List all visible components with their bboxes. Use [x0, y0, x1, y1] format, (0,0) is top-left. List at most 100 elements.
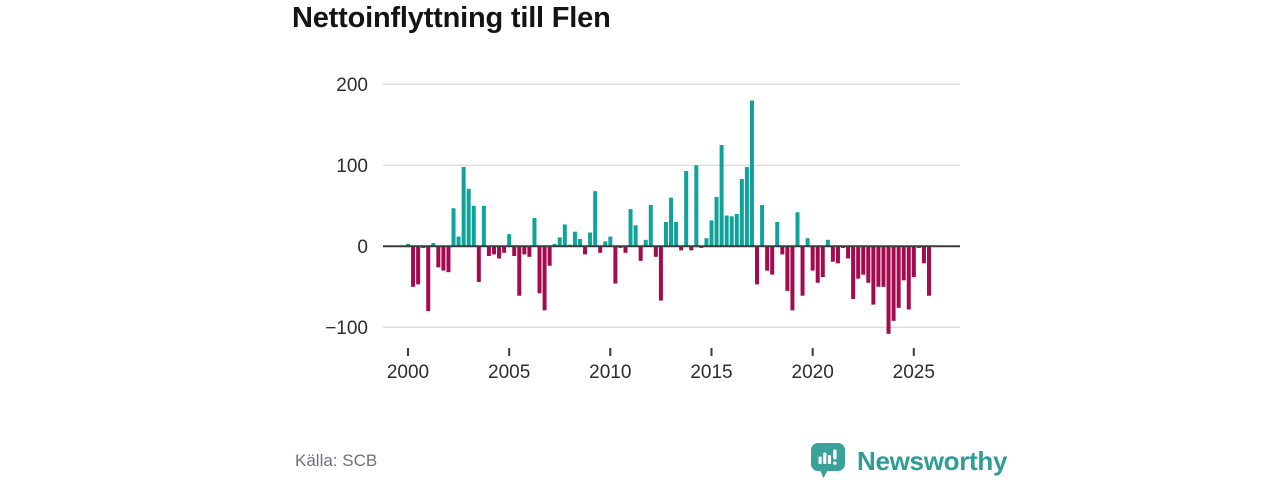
bar	[532, 217, 537, 247]
bar	[694, 165, 699, 247]
bar	[572, 231, 577, 247]
bar	[406, 243, 410, 247]
bar	[755, 246, 760, 285]
axes-group: 200 100 0 −100 2000 2005 2010 2015 2020 2025	[325, 75, 960, 383]
bar	[896, 246, 901, 308]
bar	[744, 166, 749, 247]
y-axis-label: 0	[357, 237, 368, 258]
x-axis-label: 2005	[488, 362, 530, 383]
bar	[588, 232, 593, 247]
bars-group	[406, 100, 931, 334]
bar	[891, 246, 896, 321]
bar	[522, 246, 527, 255]
bar	[638, 246, 643, 261]
bar	[881, 246, 886, 287]
bar	[674, 222, 679, 247]
bar	[729, 216, 734, 247]
bar	[689, 246, 694, 251]
bar	[491, 246, 496, 255]
bar	[906, 246, 911, 310]
y-axis-label: 200	[336, 75, 368, 96]
bar	[436, 246, 441, 268]
bar	[562, 224, 567, 247]
bar	[628, 209, 633, 247]
bar	[679, 246, 684, 251]
bar	[481, 205, 486, 247]
bar	[785, 246, 790, 291]
bar	[815, 246, 820, 283]
x-axis-label: 2015	[690, 362, 732, 383]
bar	[800, 246, 805, 296]
bar	[593, 191, 598, 247]
bar	[603, 241, 608, 247]
bar	[775, 222, 780, 247]
bar	[431, 243, 436, 247]
bar	[476, 246, 481, 282]
bar	[790, 246, 795, 311]
bar	[416, 246, 421, 285]
bar	[684, 170, 689, 247]
bar	[426, 246, 431, 312]
bar	[461, 166, 466, 247]
bar	[805, 238, 810, 247]
newsworthy-logo-icon	[811, 443, 845, 478]
bar	[830, 246, 835, 262]
bar	[724, 215, 729, 247]
bar	[921, 246, 926, 264]
bar	[557, 237, 562, 247]
bar	[851, 246, 856, 299]
bar	[835, 246, 840, 264]
y-axis-label: 100	[336, 156, 368, 177]
source-label: Källa: SCB	[295, 451, 378, 470]
bar	[871, 246, 876, 305]
x-axis-label: 2010	[589, 362, 631, 383]
bar	[861, 246, 866, 275]
bar	[471, 205, 476, 247]
bar	[497, 246, 502, 259]
bar	[486, 246, 491, 257]
bar	[583, 246, 588, 255]
bar	[466, 188, 471, 247]
bar	[669, 197, 674, 247]
bar	[598, 246, 603, 253]
bar	[765, 246, 770, 271]
bar	[876, 246, 881, 287]
bar	[714, 196, 719, 247]
bar	[911, 246, 916, 278]
bar	[704, 238, 709, 247]
bar	[856, 246, 861, 279]
bar	[749, 100, 754, 247]
bar	[542, 246, 547, 311]
bar	[760, 204, 765, 247]
bar	[927, 246, 931, 296]
bar	[552, 243, 557, 247]
bar	[507, 234, 512, 247]
bar	[866, 246, 871, 283]
bar	[512, 246, 517, 257]
bar	[719, 145, 724, 247]
chart-title: Nettoinflyttning till Flen	[292, 2, 611, 34]
bar	[527, 246, 532, 257]
bar	[411, 246, 416, 287]
bar	[623, 246, 628, 253]
migration-chart-svg: 200 100 0 −100 2000 2005 2010 2015 2020 2025	[325, 75, 960, 383]
bar	[901, 246, 906, 281]
bar	[446, 246, 451, 273]
x-axis-label: 2020	[792, 362, 834, 383]
bar	[795, 212, 800, 247]
bar	[653, 246, 658, 257]
bar	[658, 246, 663, 301]
bar	[663, 222, 668, 247]
migration-chart: 200 100 0 −100 2000 2005 2010 2015 2020 2025	[290, 60, 980, 400]
bar	[846, 246, 851, 259]
y-axis-label: −100	[325, 318, 368, 339]
bar	[648, 204, 653, 247]
newsworthy-logo[interactable]: Newsworthy	[810, 442, 1007, 480]
bar	[608, 236, 613, 247]
bar	[633, 225, 638, 247]
bar	[709, 220, 714, 247]
bar	[613, 246, 618, 284]
bar	[643, 239, 648, 247]
bar	[886, 246, 891, 334]
bar	[517, 246, 522, 296]
